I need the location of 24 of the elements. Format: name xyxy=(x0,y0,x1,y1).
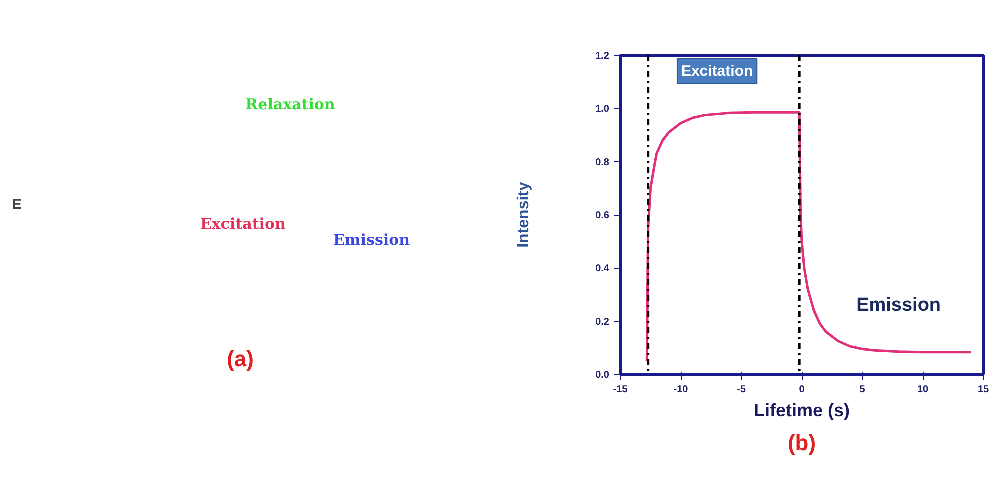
y-tick-label: 0.0 xyxy=(596,370,610,381)
text: E xyxy=(12,196,22,212)
text: (b) xyxy=(788,430,816,456)
text: (a) xyxy=(227,346,254,372)
x-axis-title: Lifetime (s) xyxy=(754,400,850,420)
x-tick-label: 0 xyxy=(799,384,806,396)
text: Excitation xyxy=(200,214,286,233)
annotation: Excitation xyxy=(681,62,754,80)
y-tick-label: 1.2 xyxy=(596,51,610,62)
x-tick-label: 15 xyxy=(978,384,990,396)
x-tick-label: -10 xyxy=(674,384,689,396)
y-tick-label: 0.4 xyxy=(596,264,610,275)
annotation: Emission xyxy=(856,294,942,316)
y-tick-label: 1.0 xyxy=(596,104,610,116)
x-tick-label: 5 xyxy=(860,384,866,396)
x-tick-label: -15 xyxy=(613,384,628,396)
x-tick-label: 10 xyxy=(917,384,929,396)
text: Relaxation xyxy=(246,95,336,114)
x-tick-label: -5 xyxy=(737,384,746,396)
text: Emission xyxy=(334,231,410,250)
y-tick-label: 0.2 xyxy=(596,316,610,328)
y-tick-label: 0.6 xyxy=(596,210,610,222)
y-tick-label: 0.8 xyxy=(596,157,610,168)
y-axis-title: Intensity xyxy=(516,182,533,248)
